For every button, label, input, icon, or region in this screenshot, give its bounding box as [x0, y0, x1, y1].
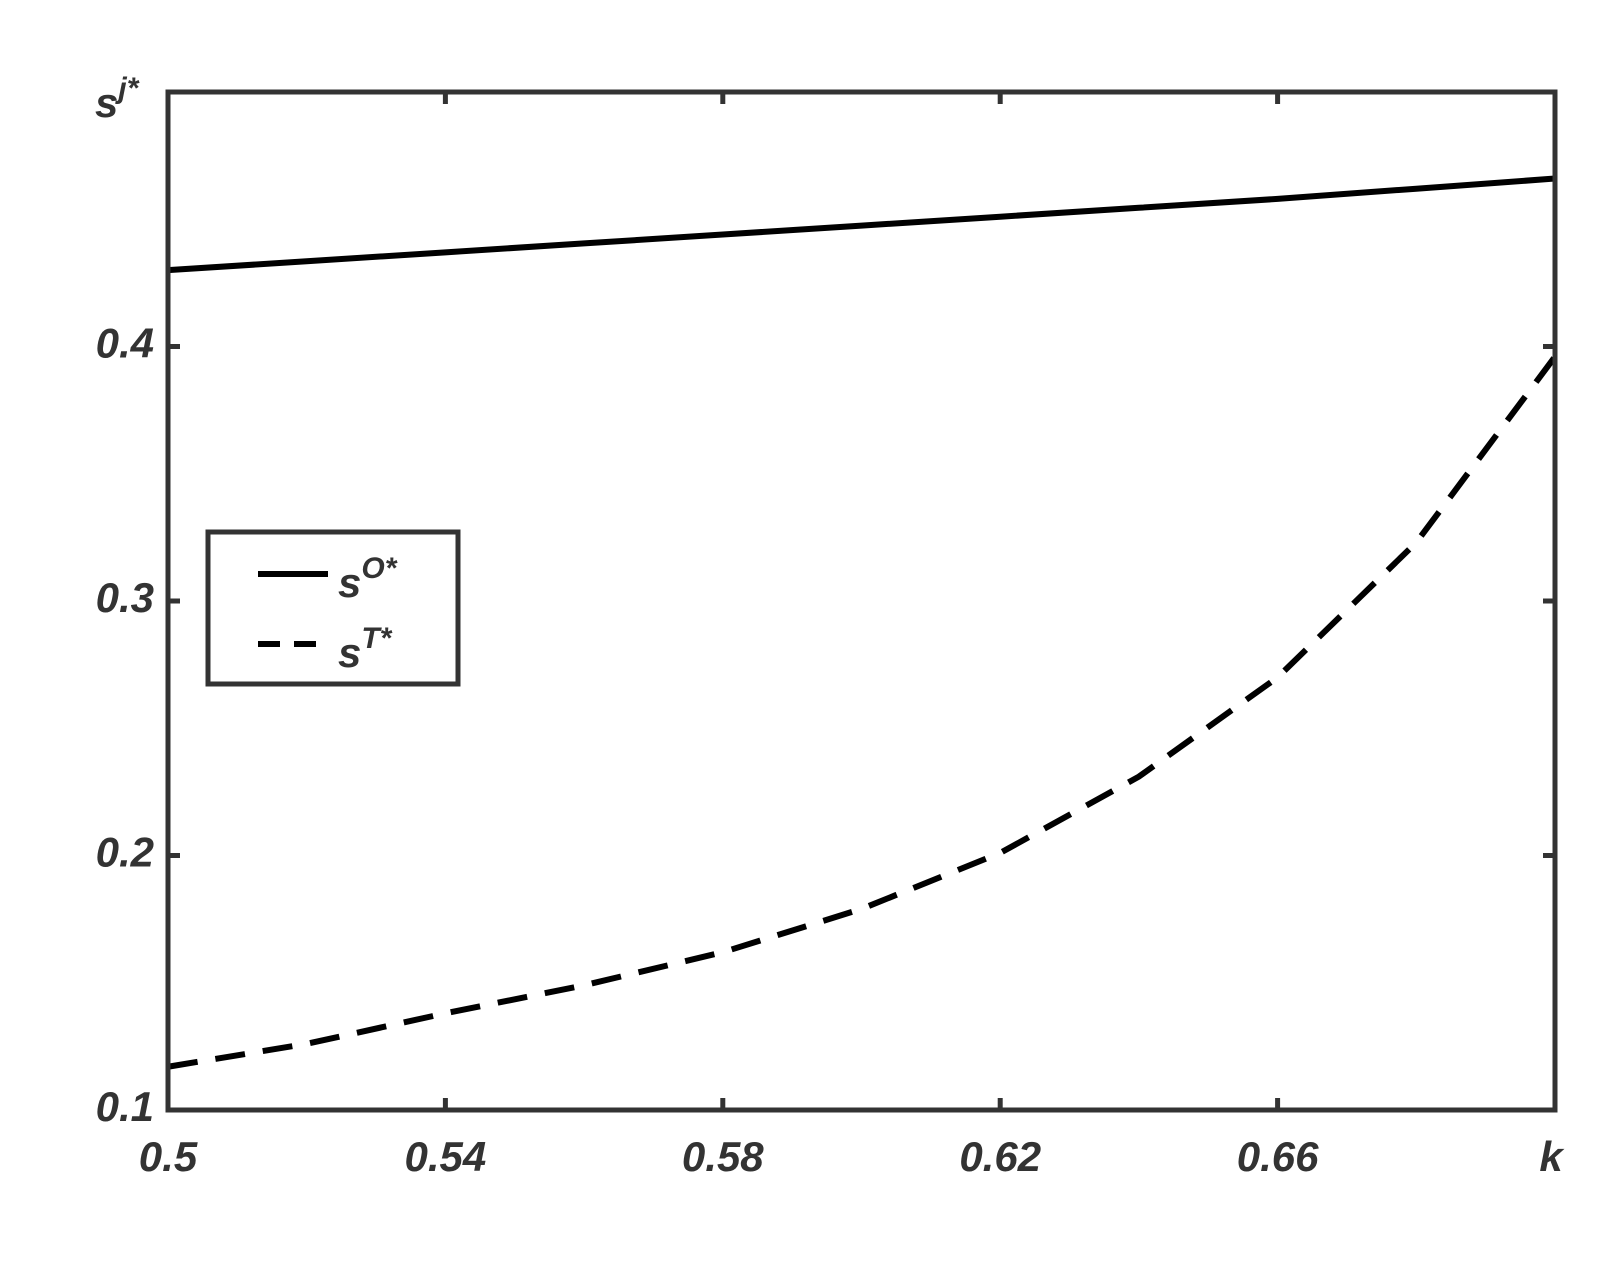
legend-label: sO* — [338, 552, 398, 606]
data-line — [167, 354, 1558, 1070]
y-tick-label: 0.3 — [96, 574, 154, 621]
y-tick-label: 0.1 — [96, 1083, 154, 1130]
x-axis-label: k — [1539, 1133, 1565, 1180]
y-axis-label: sj* — [95, 72, 140, 126]
legend-box — [205, 529, 461, 687]
x-tick-label: 0.54 — [405, 1133, 487, 1180]
legend-label: sT* — [338, 622, 393, 676]
y-tick-label: 0.2 — [96, 829, 154, 876]
y-tick-label: 0.4 — [96, 320, 154, 367]
plot-frame — [165, 89, 1558, 1113]
x-tick-label: 0.66 — [1237, 1133, 1319, 1180]
x-tick-label: 0.5 — [139, 1133, 198, 1180]
x-tick-label: 0.62 — [959, 1133, 1041, 1180]
x-tick-label: 0.58 — [682, 1133, 764, 1180]
data-line — [167, 175, 1556, 274]
